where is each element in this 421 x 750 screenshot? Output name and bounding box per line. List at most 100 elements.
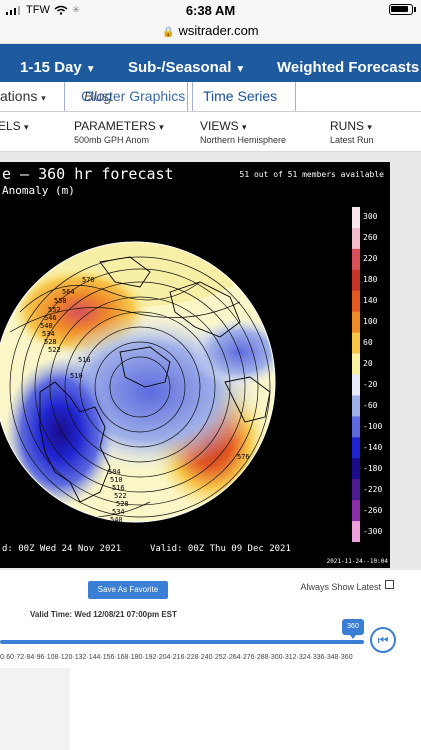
nav-1-15-day[interactable]: 1-15 Day ▼	[20, 59, 96, 76]
contour-label: 516	[78, 356, 91, 364]
views-dropdown[interactable]: VIEWS ▾ Northern Hemisphere	[200, 119, 286, 145]
colorbar-label: -140	[363, 442, 383, 452]
chevron-down-icon: ▾	[41, 93, 46, 103]
colorbar-segment	[352, 248, 360, 271]
colorbar-segment	[352, 395, 360, 417]
colorbar-segment	[352, 311, 360, 334]
forecast-slider[interactable]	[0, 640, 364, 644]
contour-label: 576	[237, 453, 250, 461]
battery-tip	[414, 7, 416, 12]
slider-tick-labels: 0·60·72·84·96·108·120·132·144·156·168·18…	[0, 654, 353, 661]
signal-icon	[6, 6, 20, 15]
runs-value: Latest Run	[330, 135, 374, 145]
hemisphere-map: 564 558 552 546 540 534 528 522 516 510 …	[0, 241, 276, 532]
status-bar: TFW ✳ 6:38 AM	[0, 0, 421, 20]
colorbar-label: -260	[363, 505, 383, 515]
colorbar-segment	[352, 437, 360, 459]
chevron-down-icon: ▾	[242, 122, 247, 132]
colorbar-label: 100	[363, 317, 378, 327]
parameters-label: PARAMETERS	[74, 119, 156, 133]
sub-nav: ations ▾ Blog Cluster Graphics Time Seri…	[0, 82, 421, 112]
colorbar-segment	[352, 207, 360, 229]
rewind-icon[interactable]: ⏮	[370, 627, 396, 653]
runs-dropdown[interactable]: RUNS ▾ Latest Run	[330, 119, 374, 145]
contour-label: 534	[112, 508, 125, 516]
colorbar-segment	[352, 269, 360, 292]
chevron-down-icon: ▼	[235, 64, 246, 75]
tab-partial[interactable]: ations ▾	[0, 82, 56, 111]
map-valid-time: Valid: 00Z Thu 09 Dec 2021	[150, 544, 291, 554]
views-value: Northern Hemisphere	[200, 135, 287, 145]
valid-time-label: Valid Time: Wed 12/08/21 07:00pm EST	[30, 610, 177, 619]
models-label: ELS	[0, 119, 21, 133]
colorbar-segment	[352, 290, 360, 313]
nav-weighted-forecasts[interactable]: Weighted Forecasts	[277, 59, 419, 76]
contour-label: 522	[114, 492, 127, 500]
contour-label: 510	[70, 372, 83, 380]
map-subtitle: Anomaly (m)	[2, 184, 75, 197]
models-dropdown[interactable]: ELS ▾	[0, 119, 29, 133]
colorbar-segment	[352, 332, 360, 355]
colorbar-label: -300	[363, 526, 383, 536]
colorbar-label: -220	[363, 484, 383, 494]
tab-cluster-graphics[interactable]: Cluster Graphics	[64, 82, 188, 111]
colorbar-label: 180	[363, 275, 378, 285]
nav-1-15-day-label: 1-15 Day	[20, 59, 82, 76]
colorbar-segment	[352, 521, 360, 542]
colorbar-label: 260	[363, 233, 378, 243]
slider-thumb[interactable]: 360	[342, 619, 364, 639]
colorbar-label: 140	[363, 296, 378, 306]
colorbar-segment	[352, 500, 360, 522]
contour-label: 552	[48, 306, 61, 314]
lock-icon: 🔒	[162, 27, 175, 38]
loading-icon: ✳	[71, 4, 81, 16]
main-nav: 1-15 Day ▼ Sub-/Seasonal ▼ Weighted Foreca…	[0, 44, 421, 82]
contour-label: 546	[44, 314, 57, 322]
chevron-down-icon: ▾	[24, 122, 29, 132]
parameters-value: 500mb GPH Anom	[74, 135, 150, 145]
contour-label: 546	[106, 524, 119, 532]
map-timestamp: 2021-11-24--10:04	[326, 558, 388, 565]
battery-icon	[389, 4, 413, 15]
chevron-down-icon: ▾	[159, 122, 164, 132]
bottom-white-area	[70, 668, 421, 750]
tab-partial-label: ations	[0, 88, 38, 104]
contour-label: 540	[40, 322, 53, 330]
parameters-dropdown[interactable]: PARAMETERS ▾ 500mb GPH Anom	[74, 119, 164, 145]
colorbar-label: -60	[363, 400, 378, 410]
url-bar[interactable]: 🔒 wsitrader.com	[0, 20, 421, 44]
contour-label: 528	[44, 338, 57, 346]
colorbar-segment	[352, 353, 360, 375]
carrier-name: TFW	[26, 4, 50, 16]
contour-label: 504	[108, 468, 121, 476]
nav-sub-seasonal[interactable]: Sub-/Seasonal ▼	[128, 59, 245, 76]
colorbar-segment	[352, 458, 360, 480]
map-init-time: d: 00Z Wed 24 Nov 2021	[2, 544, 122, 554]
colorbar-label: -100	[363, 421, 383, 431]
contour-label: 564	[62, 288, 75, 296]
contour-label: 570	[82, 276, 95, 284]
tab-blog[interactable]: Blog	[74, 82, 122, 111]
always-show-latest-checkbox[interactable]	[385, 580, 394, 589]
runs-label: RUNS	[330, 119, 365, 133]
views-label: VIEWS	[200, 119, 239, 133]
colorbar-segment	[352, 374, 360, 396]
chevron-down-icon: ▼	[85, 64, 96, 75]
always-show-latest-label: Always Show Latest	[300, 582, 381, 592]
tab-cluster-graphics-label: Cluster Graphics	[81, 88, 186, 104]
tab-blog-label: Blog	[84, 88, 113, 104]
save-favorite-button[interactable]: Save As Favorite	[88, 581, 168, 599]
nav-weighted-forecasts-label: Weighted Forecasts	[277, 59, 420, 76]
colorbar-segment	[352, 479, 360, 501]
status-left: TFW ✳	[6, 4, 80, 16]
tab-time-series[interactable]: Time Series	[192, 82, 296, 111]
chevron-down-icon: ▾	[367, 122, 372, 132]
colorbar-label: -20	[363, 379, 378, 389]
colorbar-label: 20	[363, 359, 373, 369]
contour-label: 528	[116, 500, 129, 508]
contour-label: 540	[110, 516, 123, 524]
tab-time-series-label: Time Series	[203, 88, 278, 104]
contour-label: 516	[112, 484, 125, 492]
nav-sub-seasonal-label: Sub-/Seasonal	[128, 59, 232, 76]
bottom-gray-area	[0, 668, 70, 750]
